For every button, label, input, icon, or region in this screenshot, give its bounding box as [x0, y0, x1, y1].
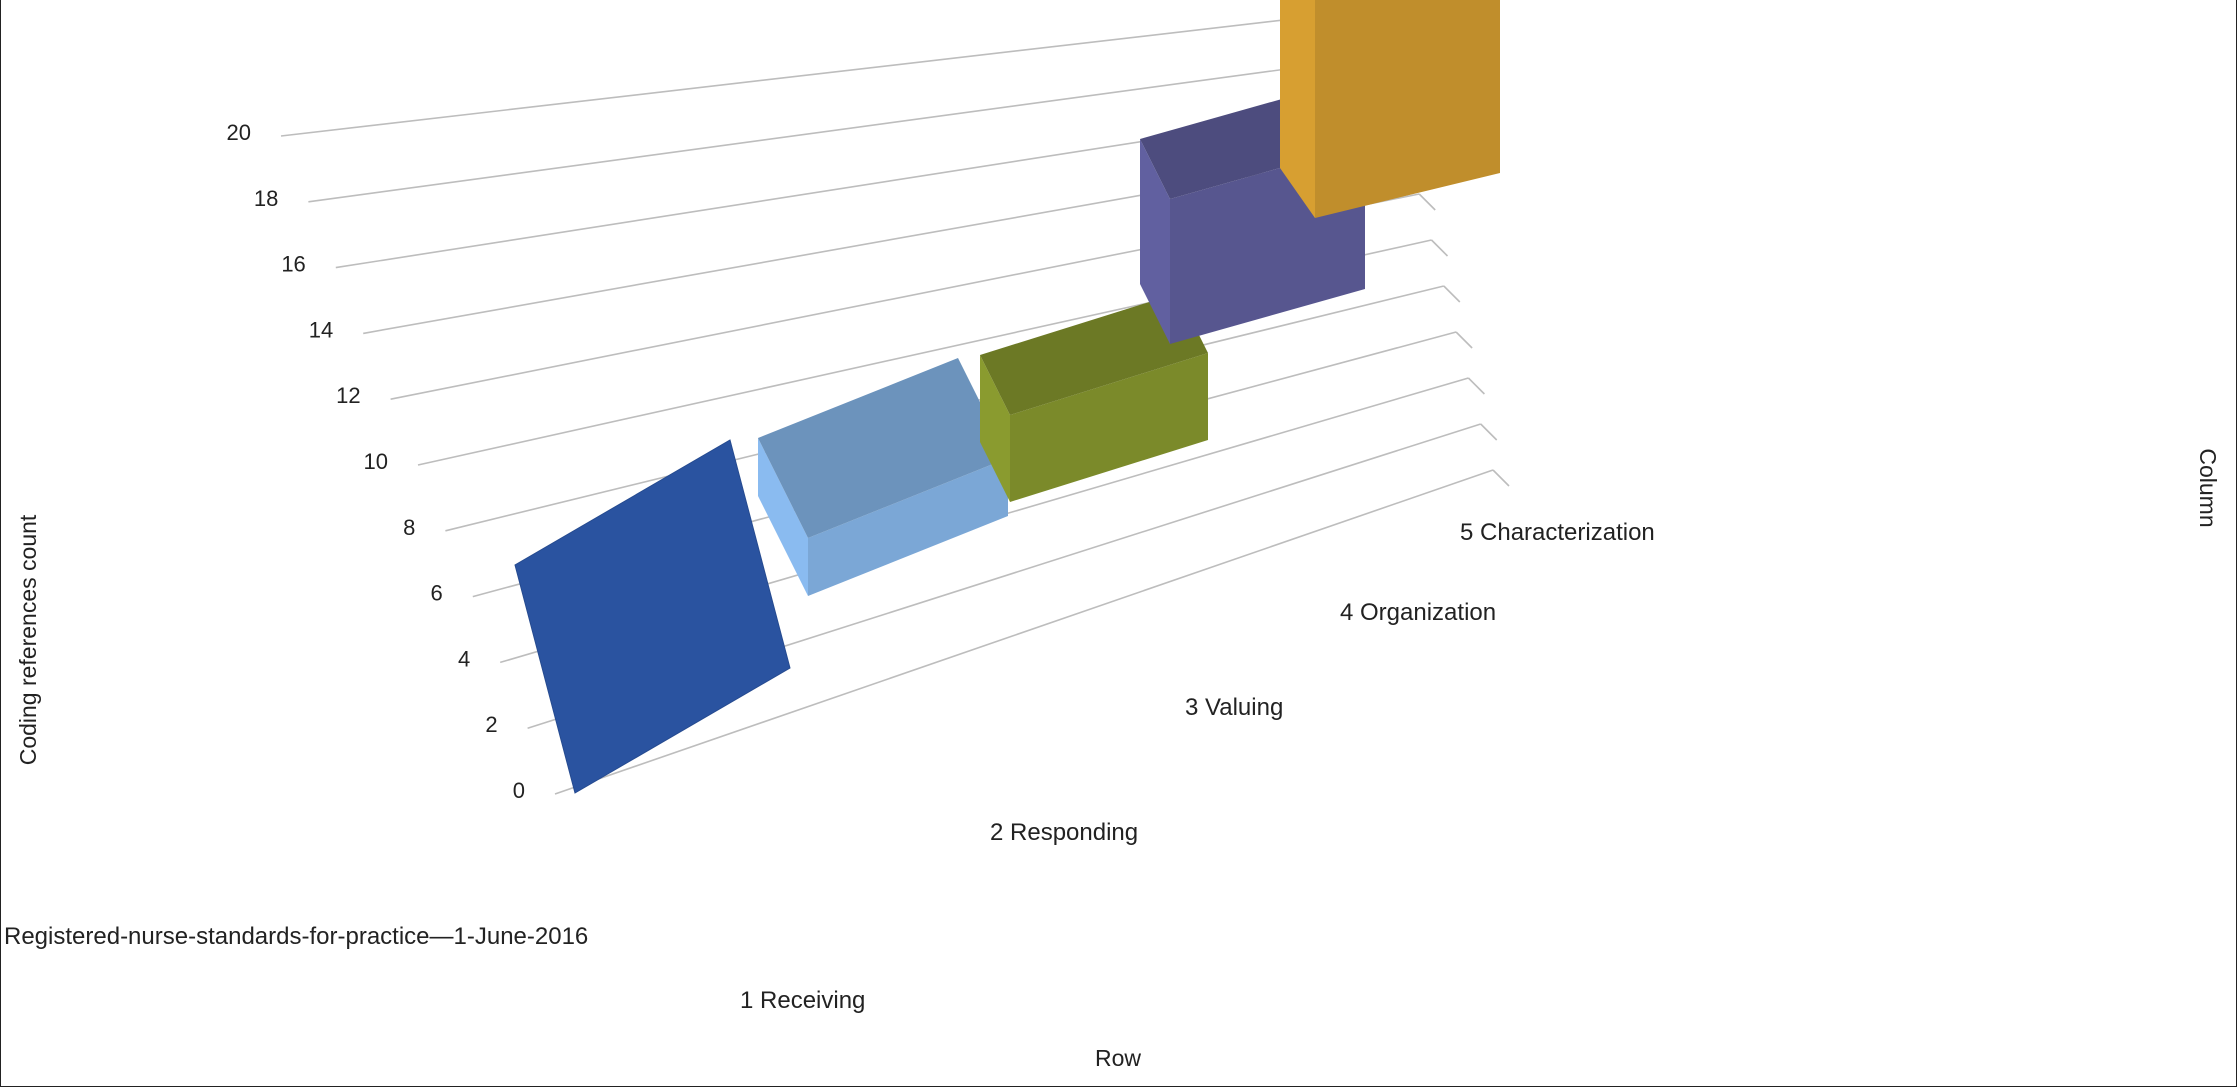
side-gridline-10: [1430, 239, 1449, 257]
z-axis-title: Column: [2195, 448, 2221, 527]
bar-top-face: [980, 293, 1208, 415]
category-labels: 1 Receiving 2 Responding 3 Valuing 4 Organi…: [740, 519, 1655, 1014]
bar-1: [514, 439, 791, 794]
side-gridline-8: [1443, 285, 1461, 303]
side-gridline-6: [1455, 331, 1473, 349]
bar-top-face: [758, 358, 1008, 538]
bar-side-face: [1280, 0, 1315, 218]
y-tick-label: 0: [513, 778, 525, 803]
category-label: 2 Responding: [990, 819, 1138, 846]
y-tick-label: 4: [458, 646, 470, 671]
bar-side-face: [758, 438, 808, 596]
category-label: 4 Organization: [1340, 599, 1496, 626]
series-label: Registered-nurse-standards-for-practice—…: [4, 923, 588, 950]
bar-2: [758, 358, 1008, 596]
gridline-20: [280, 9, 1371, 137]
bar-front-face: [808, 458, 1008, 596]
x-axis-title: Row: [1095, 1045, 1141, 1071]
side-gridline-0: [1492, 469, 1510, 487]
gridline-18: [308, 55, 1383, 203]
gridline-0: [554, 469, 1494, 795]
y-axis-title: Coding references count: [15, 514, 41, 765]
category-label: 1 Receiving: [740, 987, 865, 1014]
bar-front-face: [1010, 353, 1208, 502]
y-tick-label: 16: [281, 252, 305, 277]
bar-5: [1280, 0, 1500, 218]
bar-3: [980, 293, 1208, 502]
y-tick-labels: 0 2 4 6 8 10 12 14 16 18 20: [227, 120, 525, 803]
y-tick-label: 20: [227, 120, 251, 145]
y-tick-label: 2: [485, 712, 497, 737]
category-label: 5 Characterization: [1460, 519, 1655, 546]
bar-front-face: [1315, 0, 1500, 218]
y-tick-label: 8: [403, 515, 415, 540]
side-gridline-2: [1480, 423, 1498, 441]
y-tick-label: 18: [254, 186, 278, 211]
side-gridline-12: [1418, 193, 1436, 211]
category-label: 3 Valuing: [1185, 694, 1283, 721]
bar-side-face: [1140, 139, 1170, 344]
bars: [514, 0, 1500, 794]
side-gridline-4: [1467, 377, 1485, 395]
y-tick-label: 14: [309, 317, 333, 342]
y-tick-label: 6: [431, 581, 443, 606]
bar-floor-face: [514, 439, 791, 794]
y-tick-label: 10: [364, 449, 388, 474]
y-tick-label: 12: [336, 383, 360, 408]
bar-side-face: [980, 355, 1010, 502]
